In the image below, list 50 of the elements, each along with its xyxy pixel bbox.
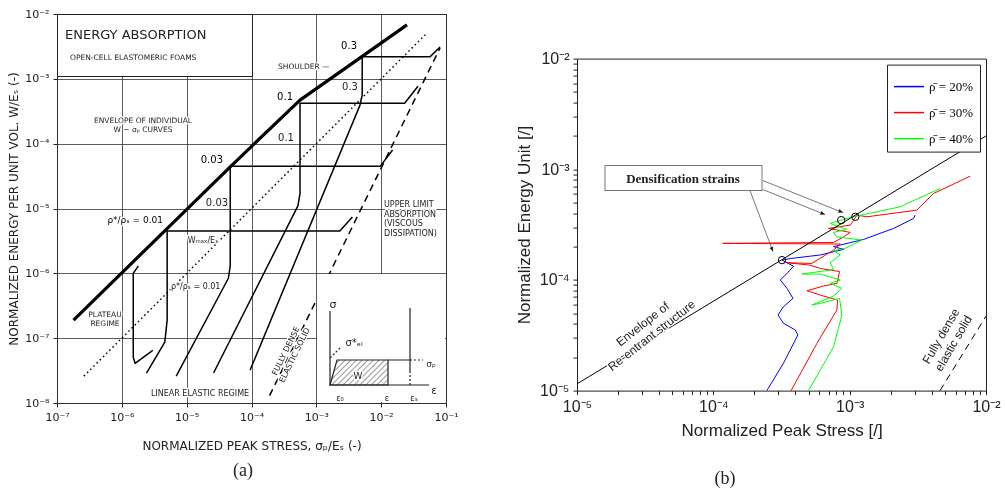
y-tick-label: 10⁻² (541, 50, 571, 68)
text: (b) (714, 467, 736, 489)
x-axis-title: NORMALIZED PEAK STRESS, σₚ/Eₛ (-) (142, 438, 362, 453)
x-tick-label: 10⁻⁴ (239, 410, 265, 424)
annotation: Densification strains (626, 171, 740, 187)
annotation: ε₀ (336, 393, 344, 403)
legend-label: ρ̄ = 30% (929, 104, 974, 120)
x-tick-label: 10⁻⁵ (175, 410, 200, 424)
x-tick-label: 10⁻⁴ (699, 398, 729, 416)
annotation: 0.3 (341, 39, 357, 51)
y-tick-label: 10⁻³ (25, 72, 50, 86)
y-tick-label: 10⁻⁵ (540, 382, 570, 400)
x-tick-label: 10⁻² (972, 398, 1002, 416)
x-axis-title: Normalized Peak Stress [/] (681, 421, 883, 441)
annotation: 0.1 (277, 90, 293, 102)
annotation: σₚ (426, 359, 436, 370)
x-tick-label: 10⁻³ (304, 410, 329, 424)
y-tick-label: 10⁻⁴ (25, 137, 51, 151)
x-tick-label: 10⁻⁵ (562, 398, 593, 416)
x-tick-label: 10⁻² (369, 410, 394, 424)
legend-label: ρ̄ = 20% (929, 78, 974, 94)
annotation: εₛ (410, 393, 418, 403)
line-series (132, 265, 154, 365)
y-tick-label: 10⁻⁸ (25, 396, 51, 410)
annotation: ε (384, 393, 390, 403)
series-label: 0.3 (342, 80, 358, 92)
x-tick-label: 10⁻⁷ (45, 410, 70, 424)
annotation: 0.03 (200, 153, 223, 165)
annotation: σ (329, 297, 337, 311)
annotation: ε (431, 384, 437, 396)
x-tick-label: 10⁻¹ (434, 410, 459, 424)
y-tick-label: 10⁻⁶ (25, 266, 51, 280)
y-tick-label: 10⁻² (25, 7, 50, 21)
y-tick-label: 10⁻⁷ (25, 331, 50, 345)
annotation: Wₘₐₓ/Eₛ (187, 235, 219, 245)
y-tick-label: 10⁻⁵ (25, 202, 50, 215)
y-tick-label: 10⁻⁴ (539, 271, 570, 289)
text: (a) (233, 460, 253, 482)
annotation: W (353, 371, 363, 382)
annotation: σ*ₑₗ (345, 336, 363, 348)
legend-label: ρ̄ = 40% (929, 130, 974, 146)
series-label: 0.03 (205, 196, 229, 208)
series-label: 0.1 (278, 131, 294, 143)
y-tick-label: 10⁻³ (541, 160, 571, 178)
y-axis-title: Normalized Energy Unit [/] (514, 125, 534, 325)
x-tick-label: 10⁻³ (836, 398, 865, 416)
text: ENERGY ABSORPTION (65, 26, 207, 42)
x-tick-label: 10⁻⁶ (110, 410, 136, 424)
annotation: UPPER LIMIT ABSORPTION (VISCOUS DISSIPATION) (384, 199, 437, 238)
y-axis-title: NORMALIZED ENERGY PER UNIT VOL. W/Eₛ (-) (7, 72, 22, 346)
